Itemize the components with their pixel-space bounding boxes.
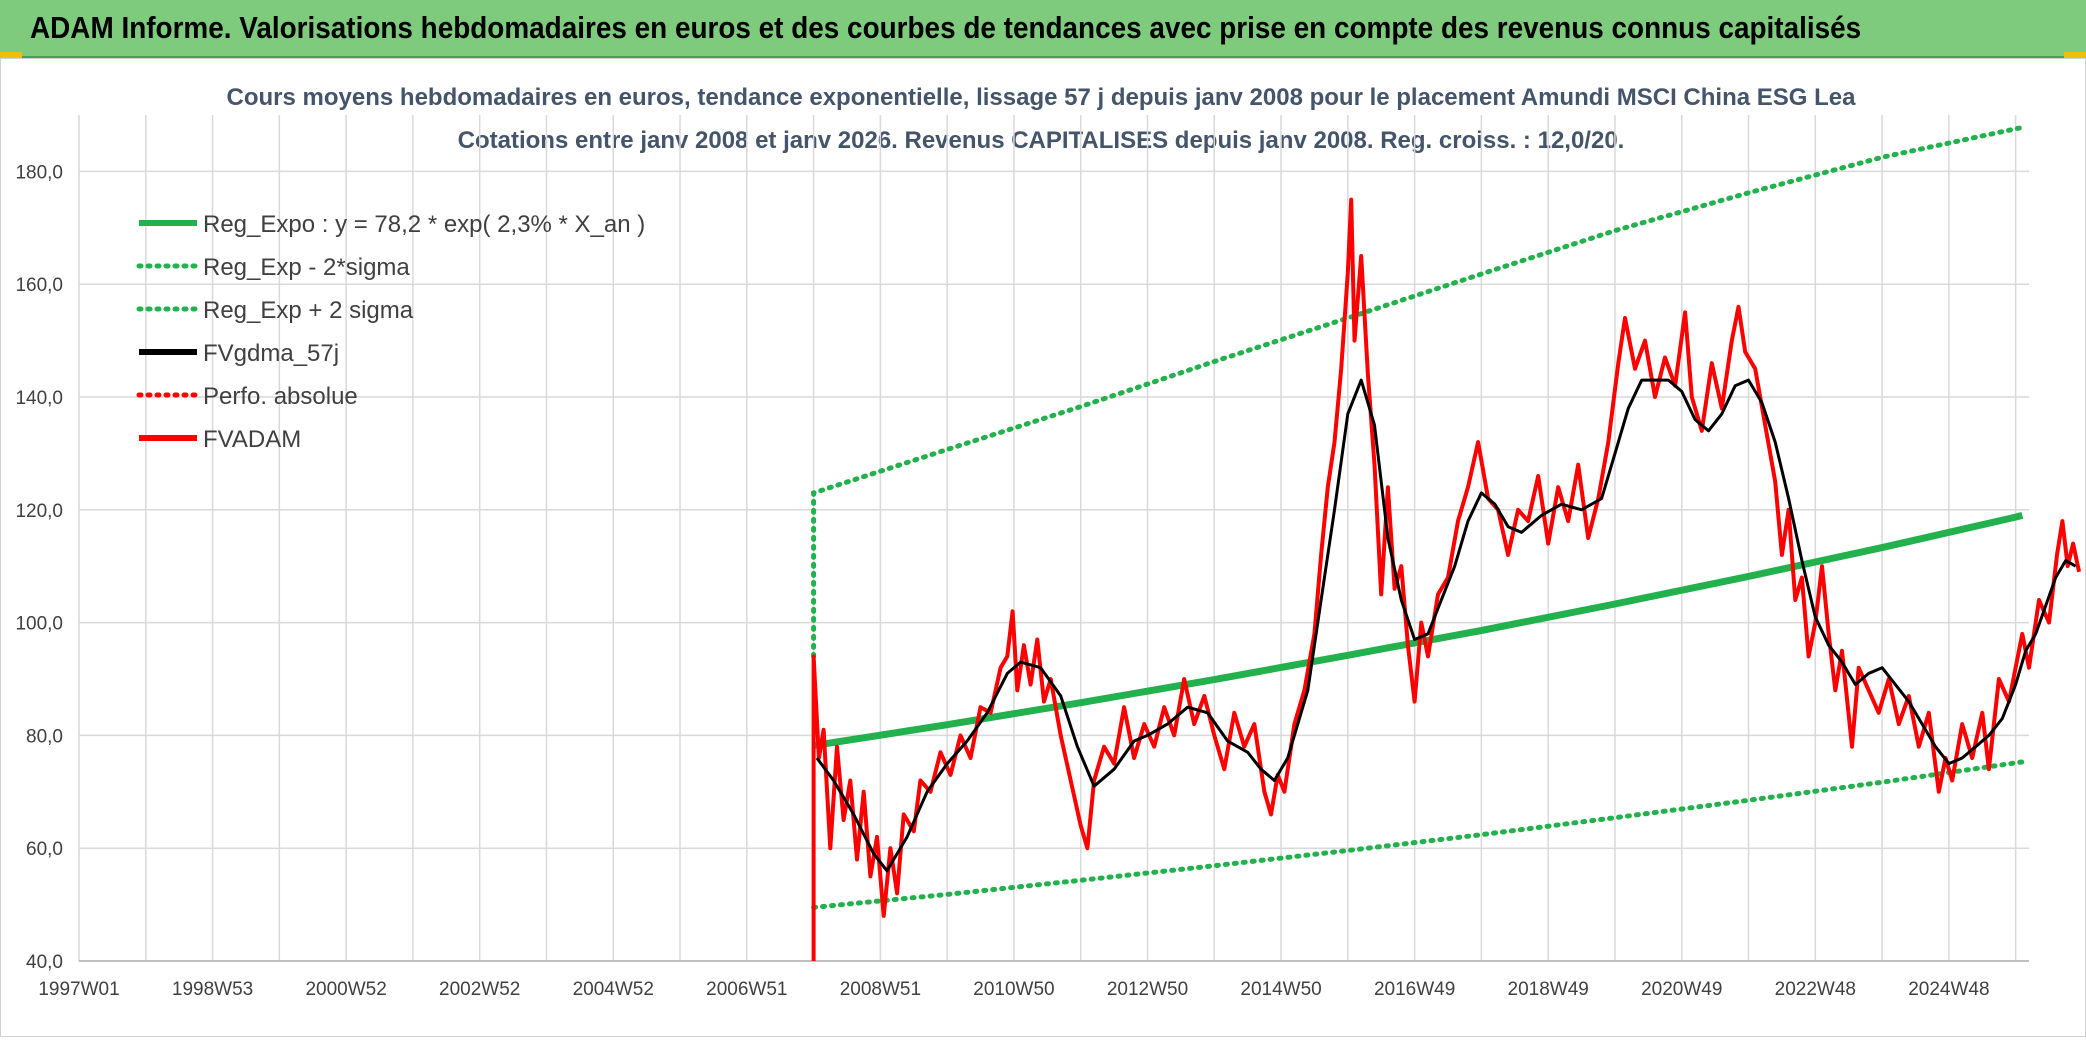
x-tick-label: 2014W50	[1240, 979, 1321, 1000]
y-tick-label: 100,0	[15, 614, 63, 635]
chart-subtitle: Cotations entre janv 2008 et janv 2026. …	[458, 127, 1625, 154]
x-tick-label: 2022W48	[1775, 979, 1856, 1000]
y-tick-label: 60,0	[26, 839, 63, 860]
corner-mark-right	[2064, 52, 2086, 60]
series-line-2	[811, 124, 2025, 659]
x-tick-label: 2008W51	[840, 979, 921, 1000]
x-tick-label: 2018W49	[1508, 979, 1589, 1000]
series-layer	[811, 124, 2082, 961]
x-tick-label: 2024W48	[1908, 979, 1989, 1000]
x-axis: 1997W01 1998W53 2000W52 2002W52 2004W52 2006W…	[38, 960, 2029, 1000]
y-tick-label: 180,0	[15, 162, 63, 183]
banner: ADAM Informe. Valorisations hebdomadaire…	[0, 0, 2086, 58]
series-line-5	[811, 197, 2082, 961]
chart-svg: Cours moyens hebdomadaires en euros, ten…	[15, 84, 2082, 1000]
x-tick-label: 2012W50	[1107, 979, 1188, 1000]
y-tick-label: 40,0	[26, 952, 63, 973]
series-line-0	[813, 512, 2024, 750]
x-tick-label: 1998W53	[172, 979, 253, 1000]
y-tick-label: 80,0	[26, 726, 63, 747]
x-tick-label: 2020W49	[1641, 979, 1722, 1000]
chart-area: Cours moyens hebdomadaires en euros, ten…	[0, 58, 2086, 1037]
legend-label: FVADAM	[203, 426, 301, 453]
banner-title: ADAM Informe. Valorisations hebdomadaire…	[30, 10, 1862, 45]
chart-title: Cours moyens hebdomadaires en euros, ten…	[227, 84, 1857, 111]
x-tick-label: 2000W52	[305, 979, 386, 1000]
x-tick-label: 2006W51	[706, 979, 787, 1000]
y-tick-label: 120,0	[15, 501, 63, 522]
legend-label: Perfo. absolue	[203, 383, 358, 410]
y-tick-label: 160,0	[15, 275, 63, 296]
y-tick-label: 140,0	[15, 388, 63, 409]
series-line-3	[815, 378, 2077, 873]
legend-label: Reg_Exp - 2*sigma	[203, 254, 410, 281]
grid	[78, 115, 2029, 962]
legend: Reg_Expo : y = 78,2 * exp( 2,3% * X_an )…	[136, 211, 645, 453]
legend-label: Reg_Exp + 2 sigma	[203, 297, 414, 324]
legend-label: Reg_Expo : y = 78,2 * exp( 2,3% * X_an )	[203, 211, 645, 238]
legend-label: FVgdma_57j	[203, 340, 339, 367]
corner-mark-left	[0, 52, 22, 60]
x-tick-label: 2002W52	[439, 979, 520, 1000]
x-tick-label: 1997W01	[38, 979, 119, 1000]
y-axis: 40,0 60,0 80,0 100,0 120,0 140,0 160,0 180,0	[15, 162, 63, 973]
x-tick-label: 2016W49	[1374, 979, 1455, 1000]
x-tick-label: 2010W50	[973, 979, 1054, 1000]
x-tick-label: 2004W52	[573, 979, 654, 1000]
series-line-1	[811, 759, 2025, 910]
